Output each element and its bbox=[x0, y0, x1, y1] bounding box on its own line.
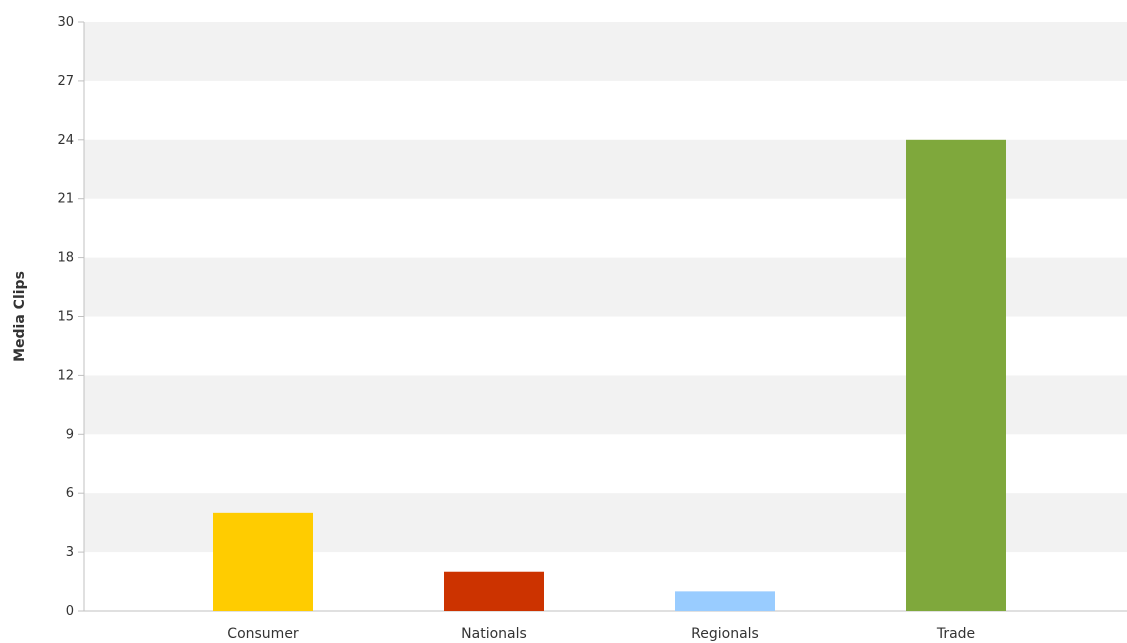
y-tick-label: 21 bbox=[57, 192, 74, 207]
x-category-labels: Consumer Nationals Regionals Trade bbox=[227, 626, 975, 642]
y-tick-labels: 0 3 6 9 12 15 18 21 24 27 30 bbox=[57, 15, 74, 619]
y-tick-label: 30 bbox=[57, 15, 74, 30]
y-axis-title: Media Clips bbox=[12, 271, 28, 362]
bar-nationals bbox=[444, 571, 544, 611]
x-category-label: Consumer bbox=[227, 626, 299, 642]
x-category-label: Trade bbox=[936, 626, 975, 642]
y-tick-label: 24 bbox=[57, 133, 74, 148]
y-tick-label: 18 bbox=[57, 251, 74, 266]
y-tick-label: 12 bbox=[57, 368, 74, 383]
bar-consumer bbox=[213, 512, 313, 611]
y-tick-label: 27 bbox=[57, 74, 74, 89]
x-category-label: Regionals bbox=[691, 626, 759, 642]
x-category-label: Nationals bbox=[461, 626, 527, 642]
bars bbox=[213, 139, 1006, 612]
y-tick-label: 0 bbox=[66, 604, 74, 619]
y-tick-label: 6 bbox=[66, 486, 74, 501]
y-tick-label: 9 bbox=[66, 427, 74, 442]
y-tick-label: 3 bbox=[66, 545, 74, 560]
bar-trade bbox=[906, 139, 1006, 612]
bar-regionals bbox=[675, 591, 775, 611]
grid-band bbox=[84, 22, 1127, 81]
y-tick-label: 15 bbox=[57, 310, 74, 325]
